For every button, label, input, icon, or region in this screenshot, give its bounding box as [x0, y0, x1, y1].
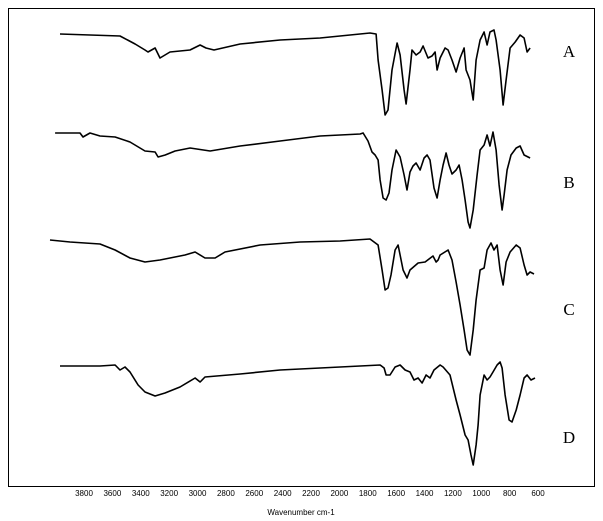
series-label-b: B: [563, 173, 574, 192]
x-tick-label: 2400: [274, 489, 292, 498]
x-tick-label: 600: [531, 489, 545, 498]
x-tick-label: 1200: [444, 489, 462, 498]
series-label-d: D: [563, 428, 575, 447]
series-label-c: C: [563, 300, 574, 319]
x-tick-label: 3400: [132, 489, 150, 498]
plot-frame: [8, 8, 595, 487]
x-tick-label: 2200: [302, 489, 320, 498]
x-tick-label: 2600: [245, 489, 263, 498]
series-layer: [49, 29, 536, 466]
x-tick-label: 3000: [189, 489, 207, 498]
spectrum-b: [55, 131, 531, 229]
x-tick-label: 800: [503, 489, 517, 498]
x-tick-label: 3600: [103, 489, 121, 498]
x-tick-labels: 3800 3600 3400 3200 3000 2800 2600 2400 2200 2000…: [75, 489, 545, 498]
x-tick-label: 3200: [160, 489, 178, 498]
x-axis-label: Wavenumber cm-1: [267, 508, 335, 517]
x-tick-label: 3800: [75, 489, 93, 498]
x-tick-label: 1400: [416, 489, 434, 498]
series-label-a: A: [563, 42, 576, 61]
spectrum-d: [60, 361, 536, 466]
x-tick-label: 1600: [387, 489, 405, 498]
series-labels: A B C D: [563, 42, 576, 447]
x-tick-label: 1000: [472, 489, 490, 498]
x-tick-label: 2000: [330, 489, 348, 498]
spectrum-a: [59, 29, 531, 116]
spectrum-c: [49, 238, 535, 356]
x-tick-label: 1800: [359, 489, 377, 498]
x-tick-label: 2800: [217, 489, 235, 498]
